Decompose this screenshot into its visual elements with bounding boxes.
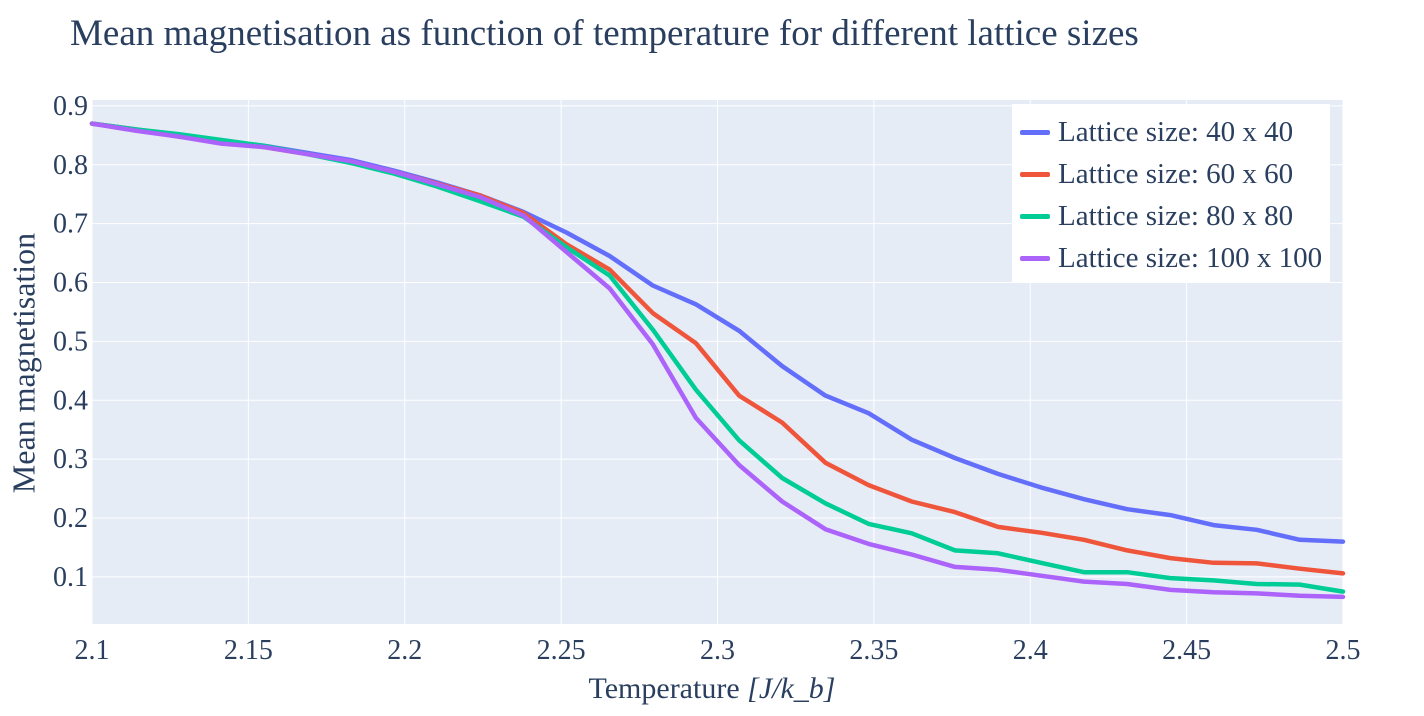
legend-item-2[interactable]: Lattice size: 60 x 60 [1020, 154, 1293, 194]
y-tick-label: 0.8 [53, 150, 88, 181]
y-tick-label: 0.3 [53, 444, 88, 475]
x-tick-label: 2.2 [387, 635, 422, 666]
legend-swatch [1020, 129, 1050, 135]
y-axis-title: Mean magnetisation [5, 232, 42, 494]
x-axis-title-text: Temperature [588, 672, 740, 705]
legend[interactable]: Lattice size: 40 x 40 Lattice size: 60 x … [1012, 104, 1330, 282]
y-tick-label: 0.5 [53, 326, 88, 357]
x-tick-label: 2.1 [75, 635, 110, 666]
legend-swatch [1020, 255, 1050, 261]
y-tick-label: 0.4 [53, 385, 88, 416]
x-tick-label: 2.15 [224, 635, 273, 666]
chart-title: Mean magnetisation as function of temper… [70, 13, 1139, 54]
x-axis-unit: [J/k_b] [747, 672, 836, 705]
legend-label: Lattice size: 40 x 40 [1058, 115, 1294, 148]
x-axis-title: Temperature [J/k_b] [0, 672, 1424, 706]
x-tick-label: 2.35 [849, 635, 898, 666]
legend-label: Lattice size: 100 x 100 [1058, 241, 1323, 274]
legend-label: Lattice size: 60 x 60 [1058, 157, 1294, 190]
series-lines [89, 121, 1346, 600]
x-axis-ticks: 2.1 2.15 2.2 2.25 2.3 2.35 2.4 2.45 2.5 [75, 635, 1361, 666]
legend-item-4[interactable]: Lattice size: 100 x 100 [1020, 238, 1322, 278]
y-tick-label: 0.6 [53, 268, 88, 299]
x-tick-label: 2.45 [1162, 635, 1211, 666]
legend-item-1[interactable]: Lattice size: 40 x 40 [1020, 112, 1293, 152]
y-tick-label: 0.9 [53, 91, 88, 122]
series-line-4[interactable] [89, 121, 1346, 600]
legend-swatch [1020, 171, 1050, 177]
y-tick-label: 0.2 [53, 503, 88, 534]
y-tick-label: 0.1 [53, 562, 88, 593]
y-axis-ticks: 0.1 0.2 0.3 0.4 0.5 0.6 0.7 0.8 0.9 [53, 91, 88, 593]
x-tick-label: 2.3 [700, 635, 735, 666]
x-tick-label: 2.25 [537, 635, 586, 666]
legend-label: Lattice size: 80 x 80 [1058, 199, 1294, 232]
x-tick-label: 2.5 [1326, 635, 1361, 666]
y-tick-label: 0.7 [53, 209, 88, 240]
legend-swatch [1020, 213, 1050, 219]
legend-item-3[interactable]: Lattice size: 80 x 80 [1020, 196, 1293, 236]
x-tick-label: 2.4 [1013, 635, 1048, 666]
